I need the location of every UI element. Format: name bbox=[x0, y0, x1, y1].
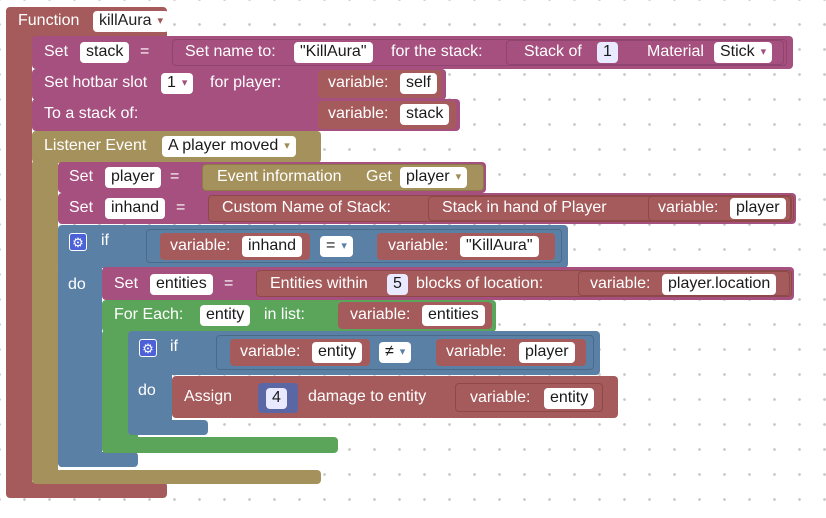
gear-icon[interactable]: ⚙ bbox=[69, 233, 87, 251]
variable-killaura-field[interactable]: "KillAura" bbox=[460, 236, 539, 257]
function-label: Function bbox=[18, 12, 80, 29]
for-player-label: for player: bbox=[210, 74, 282, 91]
variable-label: variable: bbox=[170, 237, 231, 254]
do-label: do bbox=[68, 276, 86, 293]
function-name-field[interactable]: killAura bbox=[93, 11, 169, 32]
variable-label: variable: bbox=[350, 306, 411, 323]
set-name-label: Set name to: bbox=[185, 43, 276, 60]
listener-event-footer bbox=[32, 470, 321, 484]
hotbar-slot-dropdown[interactable]: 1 bbox=[161, 73, 194, 94]
set-label: Set bbox=[44, 43, 69, 60]
set-label: Set bbox=[69, 168, 94, 185]
variable-label: variable: bbox=[658, 199, 719, 216]
for-each-label: For Each: bbox=[114, 306, 184, 323]
stack-of-label: Stack of bbox=[524, 43, 582, 60]
variable-player-compare-field[interactable]: player bbox=[519, 342, 575, 363]
variable-player-field[interactable]: player bbox=[730, 198, 786, 219]
variable-label: variable: bbox=[590, 275, 651, 292]
if-block-body bbox=[58, 262, 102, 467]
entities-within-label: Entities within bbox=[270, 275, 368, 292]
get-label: Get bbox=[366, 168, 392, 185]
variable-label: variable: bbox=[328, 74, 389, 91]
if-block-inner-footer bbox=[128, 420, 208, 435]
variable-name-field[interactable]: player bbox=[105, 167, 161, 188]
function-block-footer bbox=[6, 482, 167, 498]
loop-variable-field[interactable]: entity bbox=[200, 305, 251, 326]
equals-label: = bbox=[176, 199, 186, 216]
for-each-footer bbox=[102, 437, 338, 453]
variable-label: variable: bbox=[388, 237, 449, 254]
blocks-label: blocks of location: bbox=[416, 275, 544, 292]
equals-label: = bbox=[170, 168, 180, 185]
operator-dropdown[interactable]: ≠ bbox=[379, 342, 412, 363]
damage-label: damage to entity bbox=[308, 388, 427, 405]
event-info-label: Event information bbox=[217, 168, 342, 185]
if-label: if bbox=[170, 338, 178, 355]
if-label: if bbox=[101, 232, 109, 249]
hotbar-label: Set hotbar slot bbox=[44, 74, 148, 91]
variable-name-field[interactable]: entities bbox=[150, 274, 213, 295]
in-list-label: in list: bbox=[264, 306, 305, 323]
variable-entities-field[interactable]: entities bbox=[422, 305, 485, 326]
for-stack-label: for the stack: bbox=[391, 43, 483, 60]
gear-icon[interactable]: ⚙ bbox=[139, 339, 157, 357]
equals-label: = bbox=[224, 275, 234, 292]
variable-label: variable: bbox=[240, 343, 301, 360]
listener-event-body bbox=[32, 160, 58, 480]
operator-dropdown[interactable]: = bbox=[320, 236, 353, 257]
variable-stack-field[interactable]: stack bbox=[400, 104, 450, 125]
variable-entity-target-field[interactable]: entity bbox=[544, 388, 595, 409]
do-label: do bbox=[138, 382, 156, 399]
variable-name-field[interactable]: stack bbox=[80, 42, 130, 63]
event-info-dropdown[interactable]: player bbox=[400, 167, 468, 188]
damage-field[interactable]: 4 bbox=[266, 388, 287, 409]
listener-label: Listener Event bbox=[44, 137, 147, 154]
distance-field[interactable]: 5 bbox=[387, 274, 408, 295]
variable-label: variable: bbox=[446, 343, 507, 360]
variable-location-field[interactable]: player.location bbox=[662, 274, 777, 295]
event-type-dropdown[interactable]: A player moved bbox=[162, 136, 296, 157]
set-label: Set bbox=[69, 199, 94, 216]
variable-label: variable: bbox=[328, 105, 389, 122]
set-label: Set bbox=[114, 275, 139, 292]
stack-count-field[interactable]: 1 bbox=[597, 42, 618, 63]
material-dropdown[interactable]: Stick bbox=[714, 42, 773, 63]
name-text-field[interactable]: "KillAura" bbox=[294, 42, 373, 63]
material-label: Material bbox=[647, 43, 704, 60]
custom-name-label: Custom Name of Stack: bbox=[222, 199, 391, 216]
stack-in-hand-label: Stack in hand of Player bbox=[442, 199, 607, 216]
if-block-footer bbox=[58, 452, 138, 467]
assign-label: Assign bbox=[184, 388, 233, 405]
equals-label: = bbox=[140, 43, 150, 60]
variable-inhand-field[interactable]: inhand bbox=[242, 236, 303, 257]
variable-entity-field[interactable]: entity bbox=[312, 342, 363, 363]
variable-label: variable: bbox=[470, 389, 531, 406]
variable-self-field[interactable]: self bbox=[400, 73, 437, 94]
function-block-body bbox=[6, 34, 32, 488]
to-stack-label: To a stack of: bbox=[44, 105, 139, 122]
variable-name-field[interactable]: inhand bbox=[105, 198, 166, 219]
